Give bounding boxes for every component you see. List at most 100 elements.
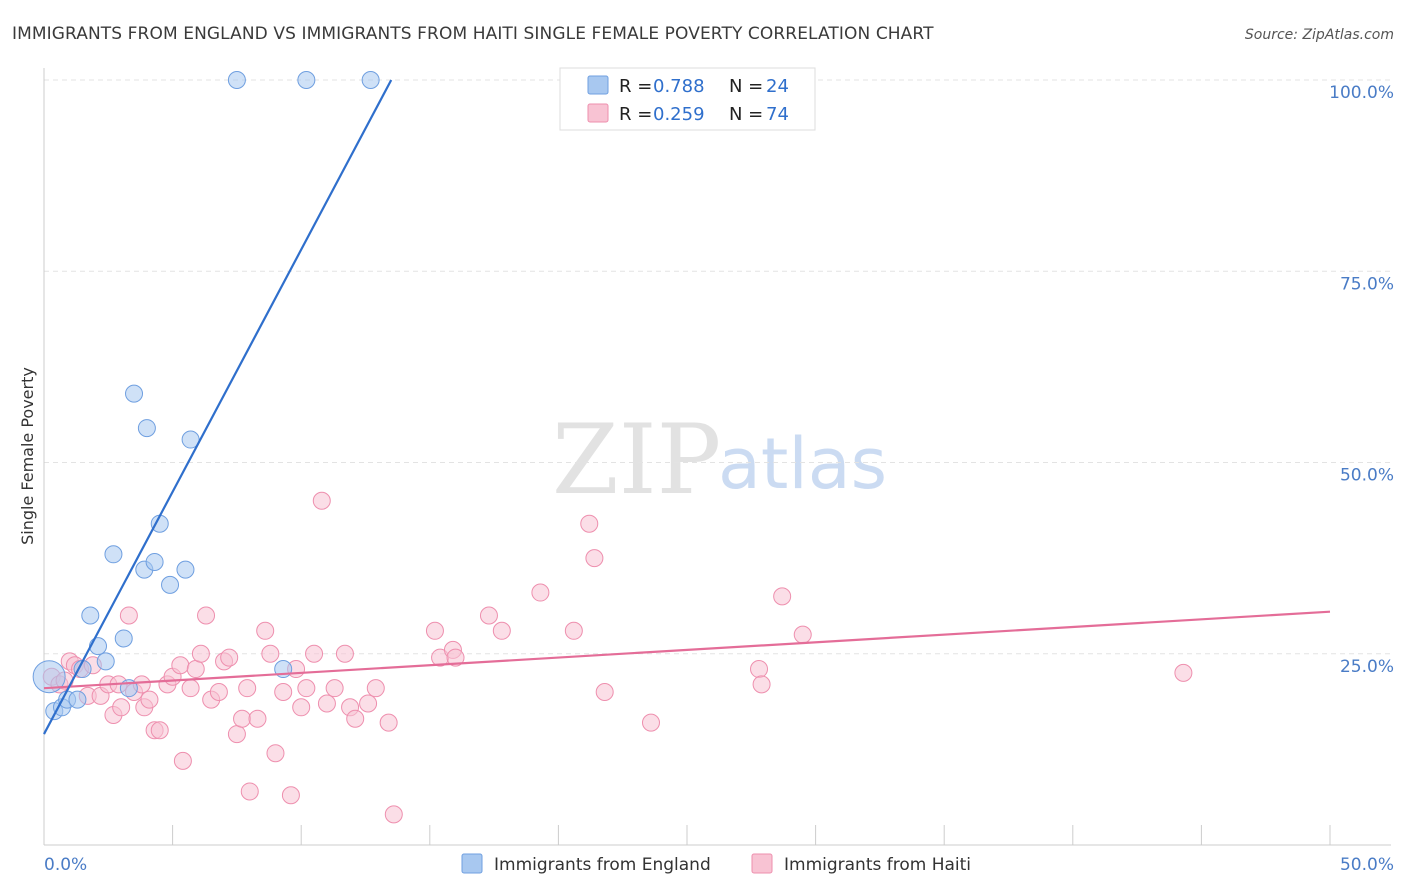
x-tick-label-min: 0.0% <box>44 855 87 875</box>
legend-r-value-haiti: 0.259 <box>653 104 705 125</box>
legend-n-label-haiti: N = <box>729 104 763 125</box>
haiti-point <box>580 514 599 533</box>
haiti-point <box>112 698 131 717</box>
england-point <box>176 560 195 579</box>
haiti-point <box>425 621 444 640</box>
haiti-point <box>181 679 200 698</box>
haiti-point <box>793 625 812 644</box>
legend-n-value-haiti: 74 <box>766 104 789 125</box>
haiti-point <box>531 583 550 602</box>
haiti-point <box>366 679 385 698</box>
haiti-point <box>266 744 285 763</box>
watermark-zip: ZIP <box>552 404 721 516</box>
trend-line-haiti <box>43 610 1331 690</box>
trend-line-england <box>43 79 393 735</box>
england-point <box>137 419 156 438</box>
haiti-point <box>171 656 190 675</box>
haiti-point <box>305 644 324 663</box>
haiti-point <box>1174 663 1193 682</box>
england-point <box>81 606 100 625</box>
england-point <box>96 652 115 671</box>
england-point <box>227 71 246 89</box>
legend-r-label-haiti: R = <box>619 104 652 125</box>
haiti-point <box>240 782 259 801</box>
legend-r-label-england: R = <box>619 76 652 97</box>
england-point <box>68 690 87 709</box>
haiti-point <box>297 679 316 698</box>
haiti-point <box>238 679 257 698</box>
legend-bottom-swatch-haiti <box>751 853 773 874</box>
haiti-point <box>585 549 604 568</box>
haiti-point <box>492 621 511 640</box>
haiti-point <box>752 675 771 694</box>
legend-n-label-england: N = <box>729 76 763 97</box>
haiti-point <box>197 606 216 625</box>
haiti-point <box>227 725 246 744</box>
gridlines <box>44 79 1391 655</box>
chart-title: IMMIGRANTS FROM ENGLAND VS IMMIGRANTS FR… <box>12 24 934 44</box>
england-point <box>181 430 200 449</box>
haiti-point <box>773 587 792 606</box>
haiti-point <box>595 683 614 701</box>
legend-bottom-label-haiti: Immigrants from Haiti <box>784 855 971 875</box>
haiti-point <box>446 648 465 667</box>
haiti-point <box>256 621 275 640</box>
haiti-point <box>261 644 280 663</box>
haiti-point <box>248 709 267 728</box>
haiti-point <box>359 694 378 713</box>
england-point <box>145 552 164 571</box>
y-tick-label: 100.0% <box>1329 83 1394 103</box>
haiti-point <box>750 660 769 679</box>
watermark-atlas: atlas <box>718 423 887 505</box>
haiti-point <box>281 786 300 805</box>
series-haiti-points <box>42 491 1193 824</box>
haiti-point <box>191 644 210 663</box>
legend-bottom-swatch-england <box>461 853 483 874</box>
haiti-point <box>209 683 228 701</box>
legend-r-value-england: 0.788 <box>653 76 705 97</box>
haiti-point <box>379 713 398 732</box>
y-tick-label: 25.0% <box>1340 657 1394 677</box>
chart-source: Source: ZipAtlas.com <box>1245 27 1394 43</box>
haiti-point <box>317 694 336 713</box>
england-point <box>361 71 380 89</box>
haiti-point <box>479 606 498 625</box>
series-england-points <box>32 71 380 721</box>
legend-top-swatch-england <box>587 75 609 95</box>
england-point <box>89 637 108 656</box>
haiti-point <box>220 648 239 667</box>
y-axis-label: Single Female Poverty <box>18 367 37 545</box>
legend-bottom-label-england: Immigrants from England <box>494 855 711 875</box>
legend-top: R = 0.788 N = 24 R = 0.259 N = 74 <box>559 67 816 131</box>
y-tick-labels: 100.0% 75.0% 50.0% 25.0% <box>1329 83 1394 677</box>
y-tick-label: 75.0% <box>1340 274 1394 294</box>
england-point <box>104 545 123 564</box>
england-point <box>32 660 66 694</box>
haiti-point <box>312 491 331 510</box>
x-tick-label-max: 50.0% <box>1340 855 1394 875</box>
haiti-point <box>292 698 311 717</box>
haiti-point <box>186 660 205 679</box>
haiti-point <box>173 751 192 770</box>
haiti-point <box>150 721 169 740</box>
haiti-point <box>140 690 159 709</box>
legend-bottom: Immigrants from England Immigrants from … <box>461 853 971 875</box>
england-point <box>161 575 180 594</box>
england-point <box>297 71 316 89</box>
haiti-point <box>346 709 365 728</box>
legend-n-value-england: 24 <box>766 76 789 97</box>
y-tick-label: 50.0% <box>1340 466 1394 486</box>
haiti-point <box>325 679 344 698</box>
haiti-point <box>641 713 660 732</box>
haiti-point <box>384 805 403 824</box>
haiti-point <box>335 644 354 663</box>
haiti-point <box>233 709 252 728</box>
england-point <box>125 384 144 403</box>
haiti-point <box>119 606 138 625</box>
x-tick-marks <box>43 825 1331 845</box>
legend-top-swatch-haiti <box>587 103 609 123</box>
england-point <box>114 629 133 648</box>
haiti-point <box>564 621 583 640</box>
haiti-point <box>274 683 293 701</box>
